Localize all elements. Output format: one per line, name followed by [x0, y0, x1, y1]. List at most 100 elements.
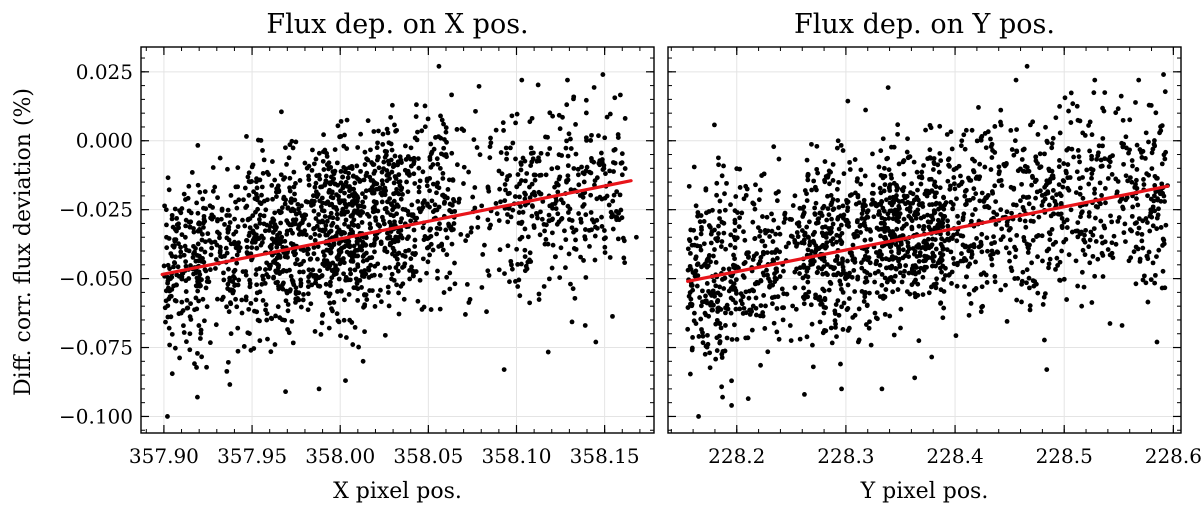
data-point: [976, 244, 982, 250]
data-point: [782, 216, 788, 222]
data-point: [1075, 228, 1081, 234]
data-point: [859, 265, 865, 271]
data-point: [1030, 205, 1036, 211]
data-point: [341, 317, 347, 323]
data-point: [1009, 147, 1015, 152]
data-point: [439, 151, 444, 157]
data-point: [505, 212, 510, 217]
data-point: [362, 268, 368, 273]
data-point: [270, 196, 275, 202]
data-point: [588, 170, 594, 176]
data-point: [886, 167, 892, 173]
data-point: [855, 339, 861, 345]
data-point: [406, 234, 411, 240]
data-point: [879, 215, 885, 221]
data-point: [756, 261, 762, 267]
data-point: [393, 238, 398, 244]
data-point: [475, 215, 481, 221]
data-point: [377, 223, 383, 229]
data-point: [264, 311, 270, 316]
data-point: [282, 238, 288, 244]
data-point: [422, 103, 428, 109]
data-point: [195, 394, 200, 400]
data-point: [916, 223, 922, 229]
data-point: [810, 342, 815, 348]
data-point: [581, 202, 587, 207]
data-point: [283, 298, 289, 304]
data-point: [197, 336, 203, 341]
data-point: [244, 244, 250, 250]
data-point: [1079, 303, 1085, 309]
data-point: [968, 301, 974, 306]
data-point: [891, 232, 897, 238]
data-point: [217, 244, 223, 250]
data-point: [569, 218, 575, 223]
data-point: [823, 235, 829, 240]
data-point: [443, 125, 449, 131]
data-point: [226, 309, 232, 315]
data-point: [408, 218, 414, 224]
data-point: [386, 161, 392, 167]
data-point: [977, 161, 983, 167]
data-point: [549, 230, 555, 236]
data-point: [463, 238, 469, 244]
data-point: [446, 223, 452, 229]
data-point: [202, 249, 208, 255]
data-point: [962, 193, 968, 199]
data-point: [207, 203, 213, 209]
data-point: [421, 237, 427, 243]
data-point: [834, 239, 839, 245]
data-point: [430, 181, 436, 187]
data-point: [693, 235, 699, 241]
data-point: [1140, 245, 1146, 251]
data-point: [1040, 302, 1046, 307]
data-point: [1009, 268, 1015, 274]
data-point: [741, 275, 747, 280]
data-point: [195, 288, 201, 294]
data-point: [763, 303, 768, 309]
data-point: [1141, 177, 1146, 182]
data-point: [828, 193, 834, 198]
data-point: [391, 198, 397, 204]
data-point: [194, 365, 199, 370]
data-point: [1113, 241, 1119, 247]
data-point: [372, 304, 378, 309]
data-point: [427, 252, 433, 258]
data-point: [270, 230, 276, 235]
data-point: [770, 301, 775, 307]
data-point: [1021, 146, 1027, 152]
scatter-points: [685, 63, 1170, 419]
data-point: [924, 254, 930, 259]
data-point: [456, 199, 462, 205]
data-point: [1113, 110, 1119, 116]
data-point: [1105, 176, 1111, 181]
data-point: [239, 310, 245, 316]
data-point: [313, 216, 319, 221]
data-point: [1160, 190, 1166, 196]
data-point: [527, 300, 533, 306]
data-point: [685, 305, 691, 310]
data-point: [941, 277, 947, 282]
data-point: [810, 261, 816, 267]
data-point: [508, 258, 514, 264]
data-point: [357, 245, 363, 251]
data-point: [291, 249, 296, 255]
data-point: [317, 233, 322, 238]
data-point: [1074, 103, 1080, 109]
data-point: [330, 215, 336, 221]
data-point: [877, 185, 883, 191]
data-point: [400, 281, 406, 287]
data-point: [732, 220, 738, 226]
data-point: [1044, 178, 1050, 184]
data-point: [291, 282, 297, 288]
data-point: [959, 251, 964, 256]
data-point: [813, 200, 819, 206]
data-point: [587, 243, 592, 249]
data-point: [164, 245, 170, 251]
data-point: [293, 181, 298, 186]
data-point: [1158, 124, 1163, 130]
data-point: [195, 241, 201, 247]
data-point: [866, 325, 872, 331]
data-point: [594, 225, 600, 231]
data-point: [936, 169, 942, 175]
